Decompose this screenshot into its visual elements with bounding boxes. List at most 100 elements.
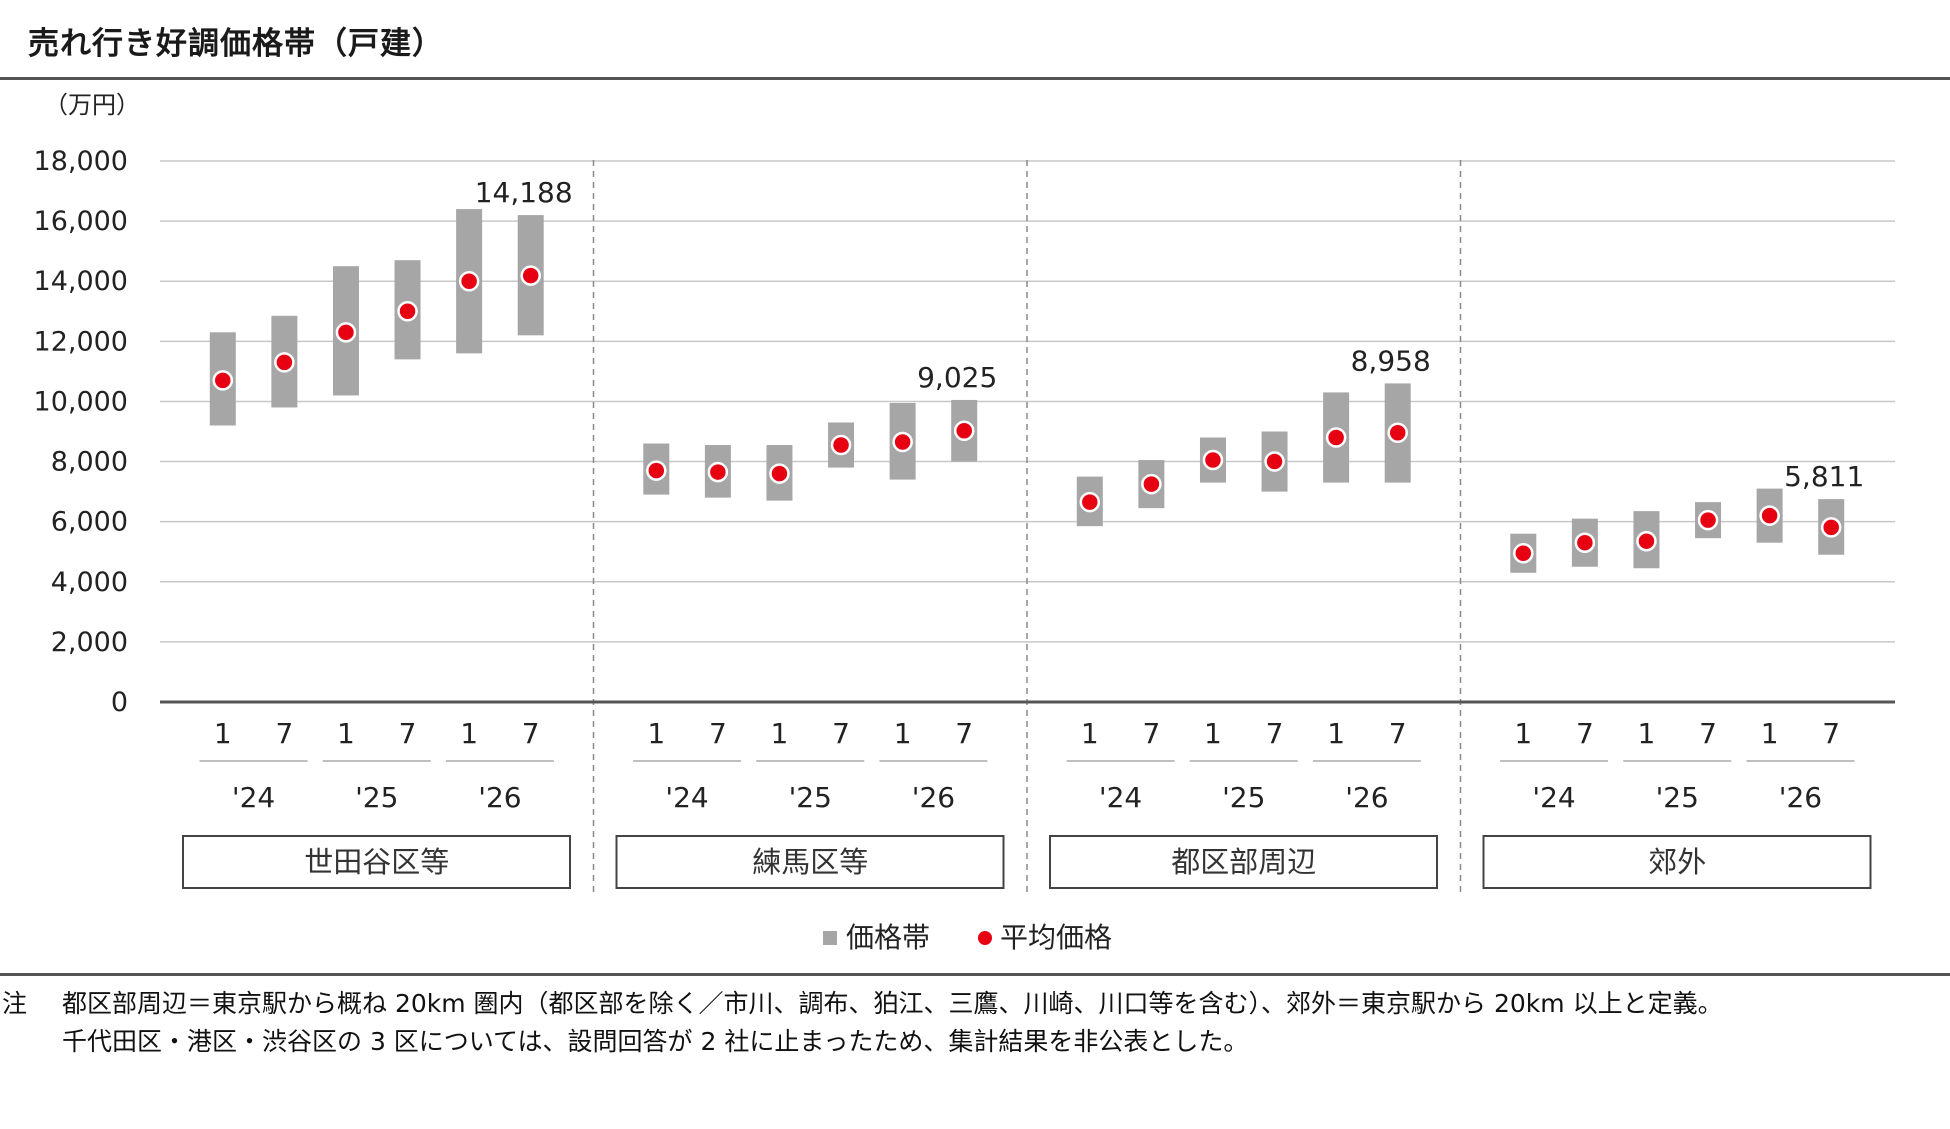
legend-avg-swatch <box>978 931 992 945</box>
x-tick-month: 1 <box>771 717 789 750</box>
data-label: 8,958 <box>1351 344 1431 377</box>
data-label: 9,025 <box>917 361 997 394</box>
group-label: 郊外 <box>1648 845 1706 879</box>
x-tick-month: 7 <box>1699 717 1717 750</box>
group-label-box <box>1049 835 1438 889</box>
range-dot-chart: （万円） 18,00016,00014,00012,00010,0008,000… <box>34 91 1895 954</box>
x-tick-year: '24 <box>232 781 275 814</box>
group-label-box <box>615 835 1005 889</box>
average-dot <box>830 434 852 456</box>
average-dot <box>769 463 790 484</box>
y-tick-label: 8,000 <box>51 447 128 478</box>
y-tick-label: 18,000 <box>34 146 128 177</box>
group-label: 世田谷区等 <box>304 845 449 879</box>
x-tick-year: '25 <box>1656 781 1699 814</box>
group-separators <box>592 160 1462 895</box>
page-title: 売れ行き好調価格帯（戸建） <box>28 26 444 62</box>
x-tick-year: '26 <box>1779 781 1822 814</box>
y-tick-label: 12,000 <box>34 326 128 357</box>
average-dot <box>646 460 667 481</box>
average-dot <box>1325 427 1347 448</box>
x-tick-year: '26 <box>912 781 955 814</box>
average-dot <box>212 370 234 391</box>
x-tick-month: 7 <box>1389 717 1407 750</box>
average-dots <box>212 265 1842 564</box>
legend-range-label: 価格帯 <box>846 921 930 954</box>
legend-avg-label: 平均価格 <box>1000 921 1112 954</box>
average-dot <box>274 352 295 373</box>
note-line-1: 都区部周辺＝東京駅から概ね 20km 圏内（都区部を除く／市川、調布、狛江、三鷹… <box>62 989 1723 1018</box>
y-tick-label: 16,000 <box>34 206 128 237</box>
x-tick-month: 7 <box>1142 717 1160 750</box>
average-dot <box>458 270 480 292</box>
x-tick-year: '25 <box>355 781 398 814</box>
x-tick-month: 7 <box>709 717 727 750</box>
x-tick-month: 1 <box>1204 717 1222 750</box>
y-tick-label: 14,000 <box>34 266 128 297</box>
x-tick-month: 7 <box>399 717 417 750</box>
legend: 価格帯 平均価格 <box>823 921 1112 954</box>
notes-divider <box>0 973 1950 976</box>
data-label: 5,811 <box>1784 460 1864 493</box>
note-line-2: 千代田区・港区・渋谷区の 3 区については、設問回答が 2 社に止まったため、集… <box>62 1027 1249 1056</box>
x-tick-month: 1 <box>460 717 478 750</box>
y-axis-unit-label: （万円） <box>44 91 140 119</box>
average-dot <box>953 420 975 441</box>
y-axis-ticks: 18,000 16,000 14,000 12,000 10,000 8,000 6,000… <box>34 146 128 718</box>
x-tick-month: 1 <box>894 717 912 750</box>
note-mark: 注 <box>2 989 28 1018</box>
x-tick-year: '24 <box>665 781 708 814</box>
average-dot <box>1759 505 1780 526</box>
x-tick-month: 1 <box>1761 717 1779 750</box>
average-dot <box>1202 449 1224 471</box>
y-tick-label: 10,000 <box>34 386 128 417</box>
y-tick-label: 4,000 <box>51 567 128 598</box>
data-label: 14,188 <box>475 176 573 209</box>
average-dot <box>335 322 357 343</box>
average-dot <box>1574 532 1596 553</box>
average-dot <box>1141 473 1162 495</box>
x-tick-month: 1 <box>214 717 232 750</box>
average-dot <box>1820 517 1842 538</box>
title-divider <box>0 77 1950 80</box>
group-label-box <box>182 835 571 889</box>
gridlines <box>160 160 1895 643</box>
y-tick-label: 0 <box>111 687 128 718</box>
average-dot <box>707 461 729 483</box>
x-tick-year: '24 <box>1532 781 1575 814</box>
y-tick-label: 2,000 <box>51 627 128 658</box>
average-dot <box>1513 542 1534 564</box>
average-dot <box>892 431 913 453</box>
x-tick-month: 7 <box>1576 717 1594 750</box>
average-dot <box>1697 509 1719 531</box>
x-tick-month: 1 <box>1514 717 1532 750</box>
x-tick-year: '25 <box>789 781 832 814</box>
group-label: 都区部周辺 <box>1171 845 1316 879</box>
x-tick-month: 1 <box>647 717 665 750</box>
average-dot <box>1387 422 1408 444</box>
x-tick-month: 7 <box>522 717 540 750</box>
data-labels: 14,188 9,025 8,958 5,811 <box>475 176 1865 493</box>
x-tick-month: 1 <box>1327 717 1345 750</box>
average-dot <box>1636 530 1657 552</box>
group-label-box <box>1482 835 1872 889</box>
x-tick-year: '26 <box>478 781 521 814</box>
average-dot <box>1079 491 1101 513</box>
x-axis-ticks: 1 7 1 7 1 7'24'25'261 7 1 7 1 7'24'25'261 7 1 7 1 7'24 '… <box>199 717 1855 814</box>
average-dot <box>520 265 541 286</box>
y-tick-label: 6,000 <box>51 507 128 538</box>
group-labels: 世田谷区等 練馬区等 都区部周辺 郊外 <box>182 835 1872 889</box>
group-label: 練馬区等 <box>752 845 868 879</box>
x-tick-month: 7 <box>955 717 973 750</box>
x-tick-month: 1 <box>1638 717 1656 750</box>
x-tick-month: 7 <box>1266 717 1284 750</box>
x-tick-month: 7 <box>275 717 293 750</box>
x-tick-year: '26 <box>1345 781 1388 814</box>
x-tick-month: 1 <box>337 717 355 750</box>
legend-range-swatch <box>823 931 837 945</box>
average-dot <box>1264 451 1285 472</box>
x-tick-month: 7 <box>832 717 850 750</box>
x-tick-month: 7 <box>1822 717 1840 750</box>
x-tick-year: '25 <box>1222 781 1265 814</box>
x-tick-year: '24 <box>1099 781 1142 814</box>
